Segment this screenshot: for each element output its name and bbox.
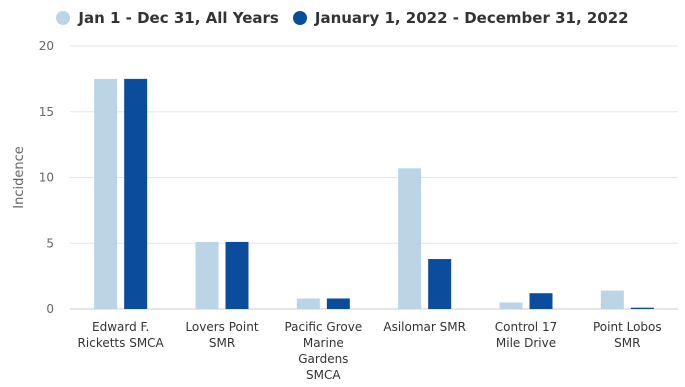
legend-item-2022[interactable]: January 1, 2022 - December 31, 2022 [292,9,629,27]
x-tick-label: Control 17 Mile Drive [495,320,557,350]
bar[interactable] [630,307,654,309]
bar[interactable] [529,293,553,309]
legend-label-all-years: Jan 1 - Dec 31, All Years [78,9,279,27]
y-tick-label: 0 [46,302,54,316]
y-tick-label: 20 [39,39,54,53]
bar[interactable] [94,78,118,309]
y-tick-label: 5 [46,236,54,250]
bar[interactable] [428,259,452,309]
legend-item-all-years[interactable]: Jan 1 - Dec 31, All Years [56,9,279,27]
bar[interactable] [600,290,624,309]
x-tick-label: Pacific Grove Marine Gardens SMCA [284,320,362,382]
legend: Jan 1 - Dec 31, All Years January 1, 202… [0,6,685,30]
x-tick-label: Lovers Point SMR [185,320,258,350]
y-tick-label: 15 [39,105,54,119]
legend-swatch-all-years [56,11,71,25]
y-axis-title: Incidence [12,146,27,208]
legend-swatch-2022 [292,11,307,25]
y-tick-label: 10 [39,171,54,185]
bar[interactable] [398,168,422,309]
bar[interactable] [195,241,219,309]
x-tick-label: Asilomar SMR [383,320,466,334]
x-tick-label: Edward F. Ricketts SMCA [78,320,165,350]
x-tick-label: Point Lobos SMR [593,320,662,350]
bar[interactable] [326,298,350,309]
bar[interactable] [499,302,523,309]
bar[interactable] [225,241,249,309]
bar[interactable] [124,78,148,309]
legend-label-2022: January 1, 2022 - December 31, 2022 [314,9,629,27]
bar[interactable] [296,298,320,309]
